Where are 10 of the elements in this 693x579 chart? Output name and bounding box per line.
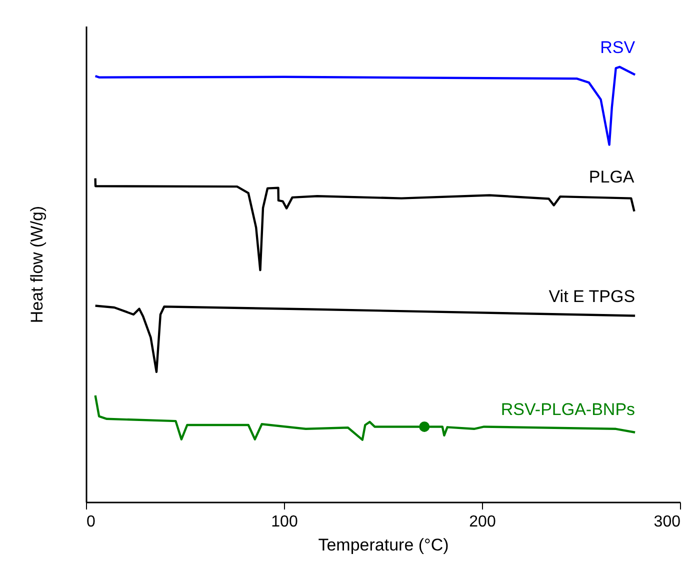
series-label: Vit E TPGS: [548, 286, 636, 306]
x-tick-label: 200: [469, 514, 496, 530]
x-tick-label: 300: [654, 514, 681, 530]
x-tick-label: 100: [271, 514, 298, 530]
y-axis-title: Heat flow (W/g): [28, 206, 46, 324]
series-label: RSV-PLGA-BNPs: [500, 400, 636, 419]
x-tick-label: 0: [86, 514, 96, 530]
series-label: RSV: [600, 38, 636, 57]
series-label: PLGA: [588, 168, 635, 187]
x-axis-title: Temperature (°C): [318, 536, 449, 554]
